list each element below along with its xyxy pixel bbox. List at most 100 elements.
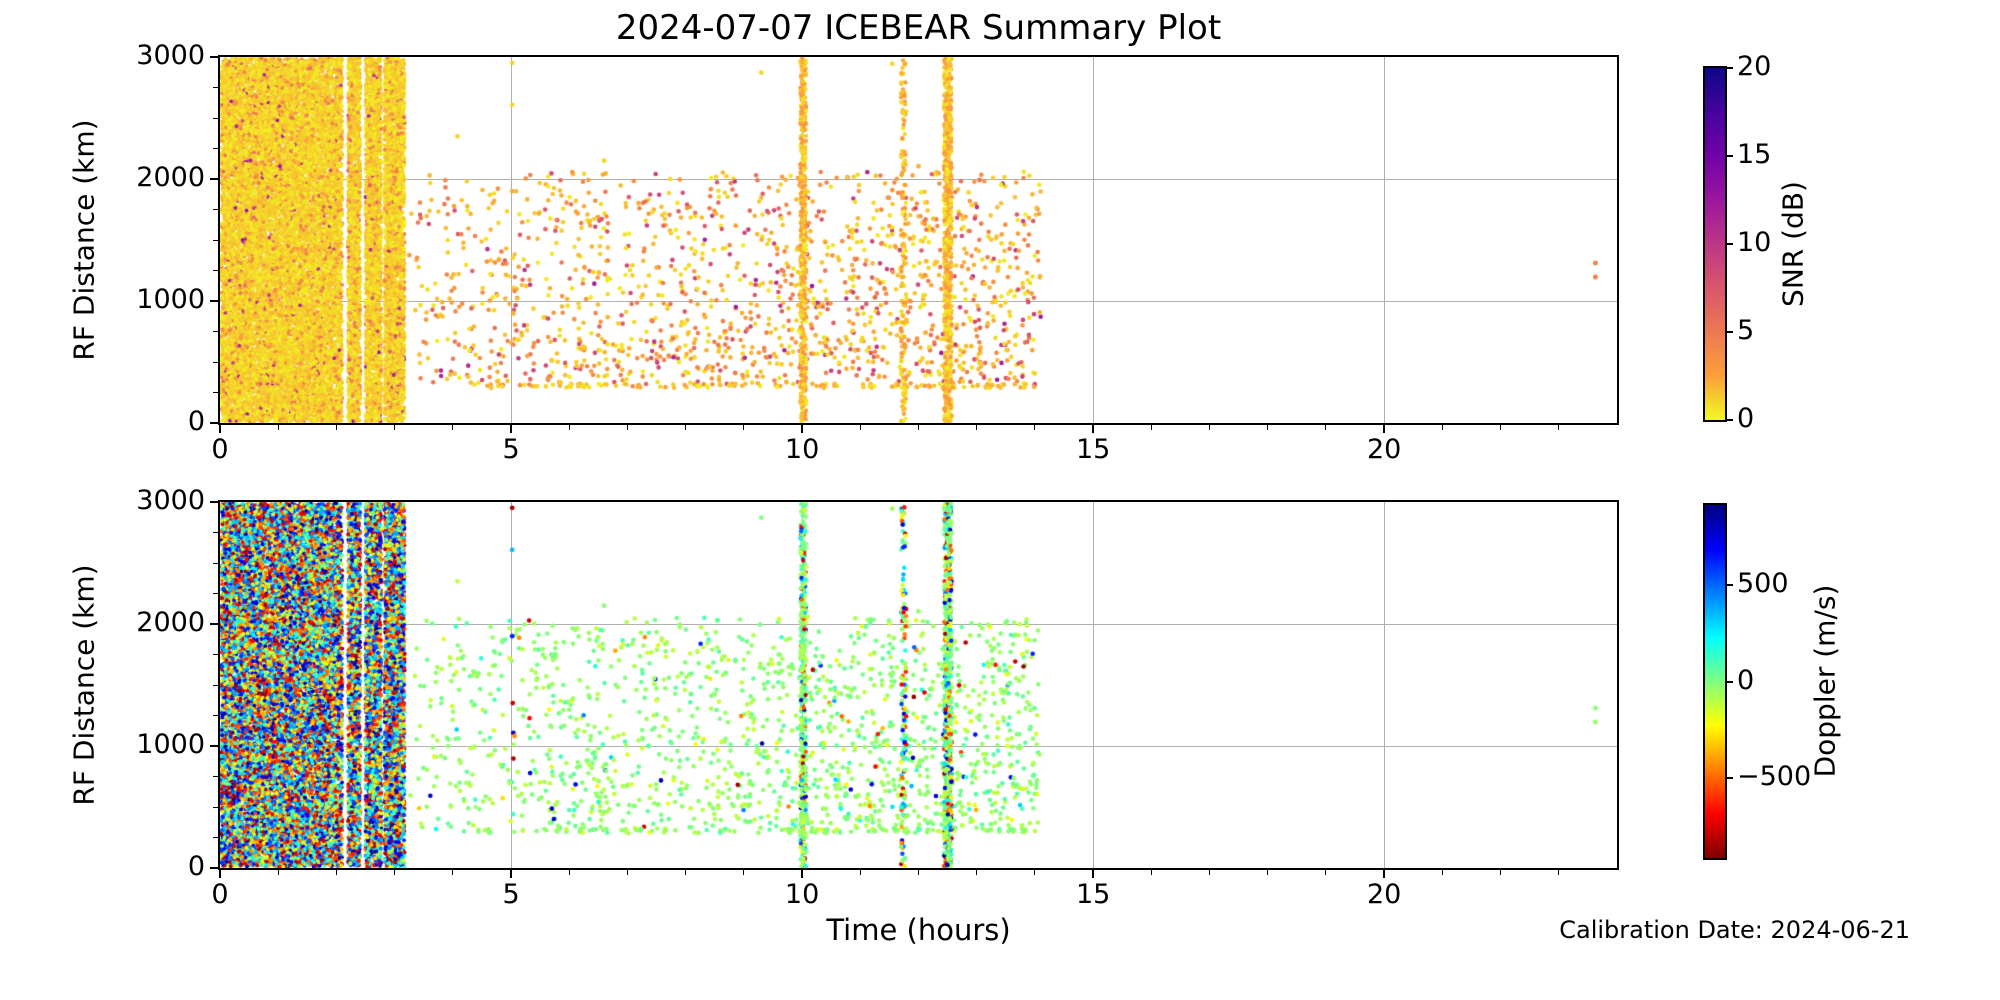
- x-minor-tick: [335, 425, 337, 430]
- colorbar-tick: [1727, 584, 1733, 587]
- y-minor-tick: [213, 270, 218, 271]
- snr-scatter-canvas: [220, 57, 1617, 423]
- x-tick-label: 0: [211, 434, 229, 465]
- colorbar-tick-label: −500: [1737, 760, 1812, 792]
- colorbar-tick-label: 5: [1737, 315, 1755, 346]
- y-tick-label: 0: [187, 851, 205, 882]
- x-minor-tick: [1325, 425, 1327, 430]
- y-minor-tick: [213, 776, 218, 777]
- y-minor-tick: [213, 117, 218, 119]
- x-minor-tick: [394, 425, 396, 430]
- y-minor-tick: [213, 87, 218, 88]
- x-tick-label: 10: [784, 879, 820, 910]
- x-tick-label: 5: [502, 434, 520, 465]
- y-minor-tick: [213, 331, 218, 332]
- chart-title: 2024-07-07 ICEBEAR Summary Plot: [615, 8, 1222, 48]
- colorbar-tick: [1727, 155, 1733, 157]
- x-tick-label: 15: [1075, 434, 1111, 465]
- x-major-tick: [510, 870, 513, 878]
- x-tick-label: 15: [1075, 879, 1111, 910]
- colorbar-tick-label: 0: [1737, 664, 1755, 696]
- y-minor-tick: [213, 806, 218, 808]
- x-major-tick: [1092, 870, 1095, 878]
- y-minor-tick: [213, 562, 218, 564]
- x-minor-tick: [452, 425, 454, 430]
- colorbar-tick: [1727, 243, 1733, 245]
- colorbar-tick: [1727, 776, 1733, 779]
- doppler-colorbar-gradient: [1705, 505, 1725, 858]
- colorbar-tick: [1727, 331, 1733, 333]
- x-minor-tick: [1150, 870, 1152, 875]
- x-minor-tick: [568, 870, 570, 875]
- y-major-tick: [210, 56, 218, 58]
- y-major-tick: [210, 745, 218, 747]
- x-minor-tick: [1500, 870, 1502, 875]
- y-minor-tick: [213, 837, 218, 838]
- x-tick-label: 10: [784, 434, 820, 465]
- y-tick-label: 2000: [136, 607, 205, 638]
- x-tick-label: 0: [211, 879, 229, 910]
- x-major-tick: [1383, 870, 1386, 878]
- colorbar-tick-label: 500: [1737, 568, 1789, 600]
- x-minor-tick: [743, 870, 745, 875]
- y-minor-tick: [213, 239, 218, 241]
- x-minor-tick: [626, 425, 628, 430]
- y-tick-label: 3000: [136, 485, 205, 516]
- y-axis-label-bottom: RF Distance (km): [67, 564, 101, 806]
- colorbar-tick: [1727, 67, 1733, 69]
- snr-colorbar-gradient: [1705, 68, 1725, 420]
- y-major-tick: [210, 867, 218, 869]
- x-minor-tick: [277, 425, 279, 430]
- y-tick-label: 0: [187, 406, 205, 437]
- x-minor-tick: [1209, 425, 1211, 430]
- x-major-tick: [1383, 425, 1386, 433]
- x-minor-tick: [976, 870, 978, 875]
- x-minor-tick: [685, 425, 687, 430]
- y-tick-label: 1000: [136, 284, 205, 315]
- y-minor-tick: [213, 209, 218, 210]
- x-minor-tick: [277, 870, 279, 875]
- x-tick-label: 5: [502, 879, 520, 910]
- x-minor-tick: [1325, 870, 1327, 875]
- x-minor-tick: [1441, 870, 1443, 875]
- y-minor-tick: [213, 361, 218, 363]
- y-tick-label: 3000: [136, 40, 205, 71]
- x-minor-tick: [918, 870, 919, 875]
- x-minor-tick: [859, 425, 861, 430]
- x-minor-tick: [1500, 425, 1502, 430]
- x-minor-tick: [976, 425, 978, 430]
- x-minor-tick: [626, 870, 628, 875]
- x-minor-tick: [452, 870, 454, 875]
- calibration-note: Calibration Date: 2024-06-21: [1559, 916, 1910, 944]
- y-minor-tick: [213, 148, 218, 149]
- y-tick-label: 1000: [136, 729, 205, 760]
- x-minor-tick: [859, 870, 861, 875]
- y-major-tick: [210, 300, 218, 302]
- x-minor-tick: [743, 425, 745, 430]
- y-minor-tick: [213, 654, 218, 655]
- y-major-tick: [210, 422, 218, 424]
- x-axis-label: Time (hours): [826, 913, 1011, 947]
- colorbar-tick: [1727, 419, 1733, 421]
- x-minor-tick: [1267, 870, 1269, 875]
- doppler-scatter-canvas: [220, 502, 1617, 868]
- x-minor-tick: [1209, 870, 1211, 875]
- y-tick-label: 2000: [136, 162, 205, 193]
- y-minor-tick: [213, 593, 218, 594]
- y-minor-tick: [213, 532, 218, 533]
- snr-colorbar: [1703, 66, 1727, 422]
- x-major-tick: [219, 870, 221, 878]
- x-tick-label: 20: [1366, 879, 1402, 910]
- x-minor-tick: [335, 870, 337, 875]
- x-major-tick: [219, 425, 221, 433]
- x-minor-tick: [1558, 870, 1560, 875]
- colorbar-tick-label: 0: [1737, 403, 1755, 434]
- y-minor-tick: [213, 392, 218, 393]
- x-major-tick: [510, 425, 513, 433]
- y-major-tick: [210, 501, 218, 503]
- x-minor-tick: [568, 425, 570, 430]
- x-major-tick: [801, 425, 804, 433]
- y-minor-tick: [213, 684, 218, 686]
- x-minor-tick: [1034, 870, 1036, 875]
